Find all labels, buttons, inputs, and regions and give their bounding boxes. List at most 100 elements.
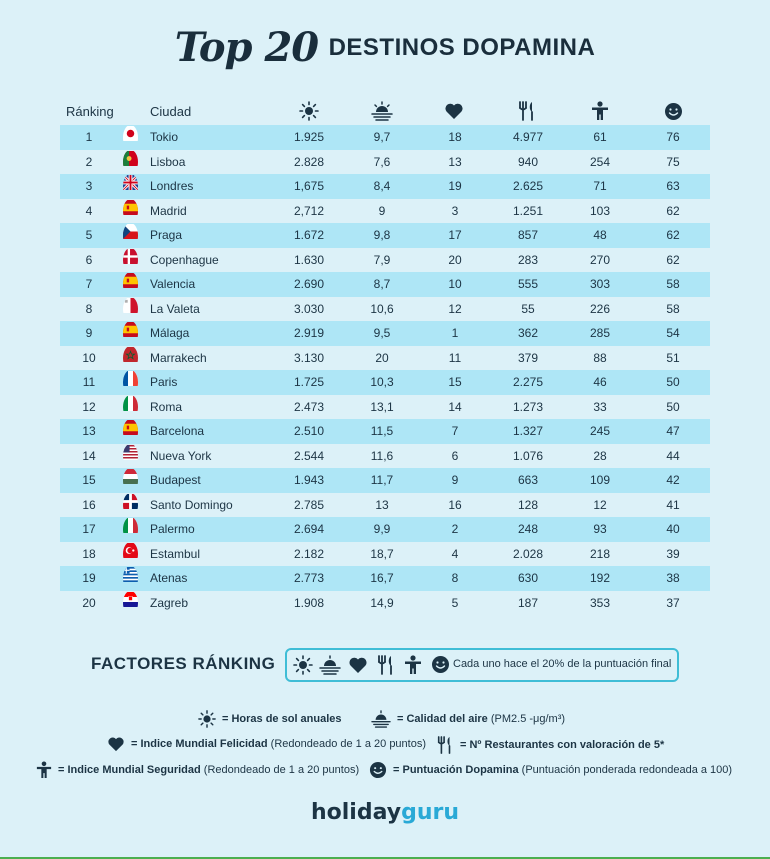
score-cell: 58 bbox=[666, 301, 680, 316]
sun-cell: 1.725 bbox=[293, 375, 325, 389]
safe-cell: 103 bbox=[589, 203, 611, 218]
air-cell: 11,6 bbox=[370, 448, 394, 463]
rest-cell: 2.625 bbox=[512, 179, 544, 193]
air-cell: 9 bbox=[378, 203, 386, 218]
safe-cell: 303 bbox=[589, 277, 611, 291]
rest-cell: 1.327 bbox=[512, 424, 544, 438]
score-cell: 40 bbox=[666, 522, 680, 536]
sun-cell: 1.925 bbox=[293, 130, 325, 144]
city-cell: Lisboa bbox=[150, 154, 186, 169]
header-rank: Ránking bbox=[66, 104, 114, 119]
rest-cell: 1.076 bbox=[512, 448, 544, 463]
happy-cell: 16 bbox=[448, 497, 462, 512]
city-cell: Paris bbox=[150, 375, 178, 389]
rest-cell: 2.028 bbox=[512, 546, 544, 561]
flag-icon bbox=[123, 566, 138, 591]
flag-icon bbox=[123, 468, 138, 493]
happy-cell: 5 bbox=[451, 595, 459, 610]
page-title: Top 20 DESTINOS DOPAMINA bbox=[0, 24, 770, 71]
rest-cell: 187 bbox=[517, 595, 539, 610]
restaurant-icon bbox=[517, 98, 537, 125]
rest-cell: 128 bbox=[517, 497, 539, 512]
rest-cell: 283 bbox=[517, 252, 539, 267]
rest-cell: 940 bbox=[517, 154, 539, 169]
safe-cell: 218 bbox=[589, 546, 611, 561]
score-cell: 41 bbox=[666, 497, 680, 512]
legend-safety-rest: (Redondeado de 1 a 20 puntos) bbox=[200, 763, 360, 776]
safe-cell: 353 bbox=[589, 595, 611, 610]
safety-icon bbox=[591, 98, 609, 125]
happy-cell: 20 bbox=[448, 252, 462, 267]
city-cell: Roma bbox=[150, 399, 183, 414]
legend-score: = Puntuación Dopamina (Puntuación ponder… bbox=[369, 761, 732, 779]
rest-cell: 630 bbox=[517, 571, 539, 585]
city-cell: Madrid bbox=[150, 203, 187, 218]
city-cell: Málaga bbox=[150, 326, 190, 340]
sun-icon bbox=[293, 655, 313, 675]
safe-cell: 245 bbox=[589, 424, 611, 438]
city-cell: Nueva York bbox=[150, 448, 212, 463]
legend-sun: = Horas de sol anuales bbox=[198, 710, 342, 728]
air-cell: 9,8 bbox=[373, 228, 391, 242]
happy-cell: 8 bbox=[451, 571, 459, 585]
table-row: 12 Roma 2.473 13,1 14 1.273 33 50 bbox=[60, 395, 710, 420]
safe-cell: 192 bbox=[589, 571, 611, 585]
smiley-icon bbox=[432, 656, 449, 673]
rest-cell: 4.977 bbox=[512, 130, 544, 144]
flag-icon bbox=[123, 493, 138, 518]
legend-safety: = Indice Mundial Seguridad (Redondeado d… bbox=[36, 761, 359, 779]
table-row: 9 Málaga 2.919 9,5 1 362 285 54 bbox=[60, 321, 710, 346]
rank-cell: 12 bbox=[82, 399, 96, 414]
heart-icon bbox=[108, 737, 124, 752]
heart-icon bbox=[444, 98, 464, 125]
flag-icon bbox=[123, 223, 138, 248]
rank-cell: 1 bbox=[85, 130, 93, 144]
rank-cell: 15 bbox=[82, 473, 96, 487]
air-cell: 10,6 bbox=[370, 301, 394, 316]
table-row: 4 Madrid 2,712 9 3 1.251 103 62 bbox=[60, 199, 710, 224]
table-header: Ránking Ciudad bbox=[60, 98, 710, 127]
rank-cell: 16 bbox=[82, 497, 96, 512]
flag-icon bbox=[123, 321, 138, 346]
happy-cell: 2 bbox=[451, 522, 459, 536]
air-cell: 20 bbox=[375, 350, 389, 365]
air-cell: 13,1 bbox=[370, 399, 394, 414]
city-cell: Tokio bbox=[150, 130, 179, 144]
legend-safety-bold: = Indice Mundial Seguridad bbox=[58, 763, 201, 776]
air-cell: 7,6 bbox=[373, 154, 391, 169]
rank-cell: 4 bbox=[85, 203, 93, 218]
factors-box: Cada uno hace el 20% de la puntuación fi… bbox=[285, 648, 679, 682]
legend-restaurants-bold: = Nº Restaurantes con valoración de 5* bbox=[460, 738, 665, 751]
safe-cell: 28 bbox=[593, 448, 607, 463]
rank-cell: 10 bbox=[82, 350, 96, 365]
logo-part2: guru bbox=[401, 800, 460, 825]
legend-air-rest: (PM2.5 -μg/m³) bbox=[487, 712, 566, 725]
table-row: 3 Londres 1,675 8,4 19 2.625 71 63 bbox=[60, 174, 710, 199]
table-row: 16 Santo Domingo 2.785 13 16 128 12 41 bbox=[60, 493, 710, 518]
rank-cell: 19 bbox=[82, 571, 96, 585]
rank-cell: 2 bbox=[85, 154, 93, 169]
rest-cell: 2.275 bbox=[512, 375, 544, 389]
city-cell: Valencia bbox=[150, 277, 196, 291]
air-icon bbox=[371, 98, 393, 125]
safe-cell: 93 bbox=[593, 522, 607, 536]
rank-cell: 11 bbox=[82, 375, 96, 389]
flag-icon bbox=[123, 346, 138, 371]
city-cell: Palermo bbox=[150, 522, 195, 536]
rank-cell: 9 bbox=[85, 326, 93, 340]
rest-cell: 663 bbox=[517, 473, 539, 487]
happy-cell: 14 bbox=[448, 399, 462, 414]
sun-cell: 2.773 bbox=[293, 571, 325, 585]
rank-cell: 17 bbox=[82, 522, 96, 536]
table-row: 15 Budapest 1.943 11,7 9 663 109 42 bbox=[60, 468, 710, 493]
sun-cell: 2.544 bbox=[293, 448, 325, 463]
city-cell: Estambul bbox=[150, 546, 201, 561]
air-cell: 10,3 bbox=[370, 375, 394, 389]
smiley-icon bbox=[664, 98, 683, 125]
sun-cell: 2.690 bbox=[293, 277, 325, 291]
city-cell: Copenhague bbox=[150, 252, 219, 267]
score-cell: 51 bbox=[666, 350, 680, 365]
air-cell: 11,5 bbox=[370, 424, 394, 438]
rank-cell: 14 bbox=[82, 448, 96, 463]
sun-cell: 1,675 bbox=[293, 179, 325, 193]
